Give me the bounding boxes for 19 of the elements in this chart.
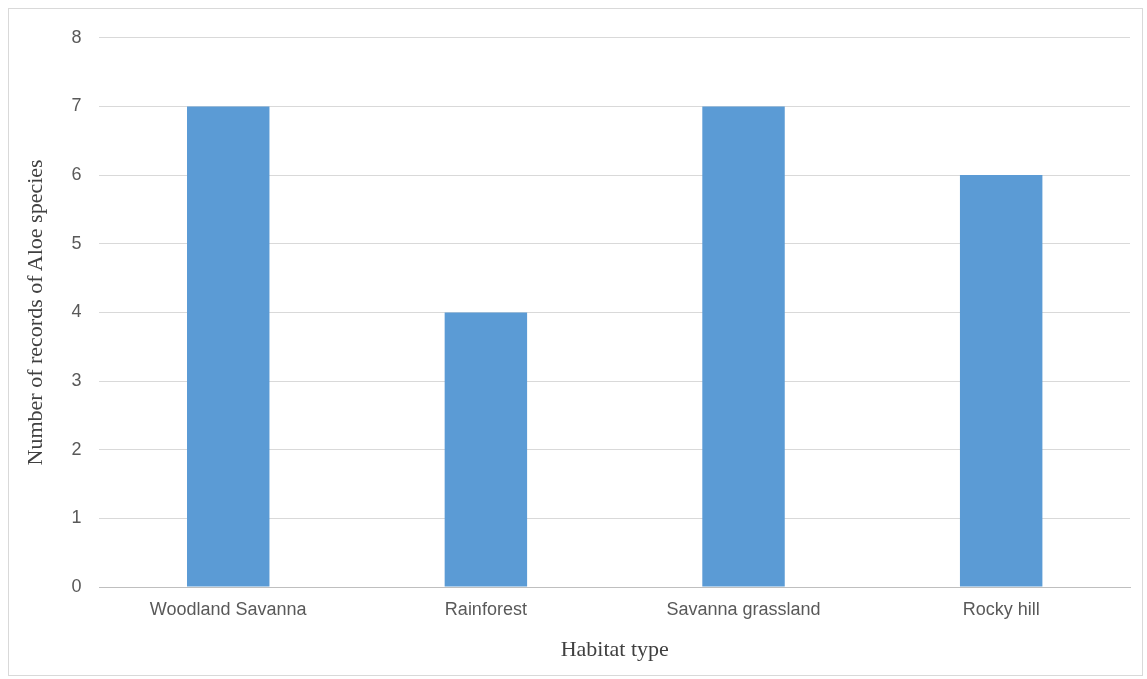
y-tick-label: 2 bbox=[71, 438, 82, 459]
bar bbox=[959, 175, 1043, 587]
y-tick-label: 3 bbox=[71, 370, 82, 391]
y-tick-label: 5 bbox=[71, 232, 82, 253]
x-tick-label: Rainforest bbox=[444, 598, 527, 619]
x-tick-label: Savanna grassland bbox=[666, 598, 821, 619]
y-tick-label: 8 bbox=[71, 26, 82, 47]
x-axis-title: Habitat type bbox=[560, 635, 669, 661]
bar bbox=[702, 106, 785, 587]
x-tick-label: Woodland Savanna bbox=[149, 598, 308, 619]
y-tick-label: 1 bbox=[71, 507, 82, 528]
y-tick-label: 7 bbox=[71, 95, 82, 116]
y-tick-label: 0 bbox=[71, 575, 82, 596]
bar bbox=[187, 106, 270, 587]
y-tick-label: 4 bbox=[71, 301, 82, 322]
bar bbox=[444, 312, 528, 587]
y-axis-title: Number of records of Aloe species bbox=[21, 159, 47, 466]
y-tick-label: 6 bbox=[71, 164, 82, 185]
x-tick-label: Rocky hill bbox=[962, 598, 1040, 619]
